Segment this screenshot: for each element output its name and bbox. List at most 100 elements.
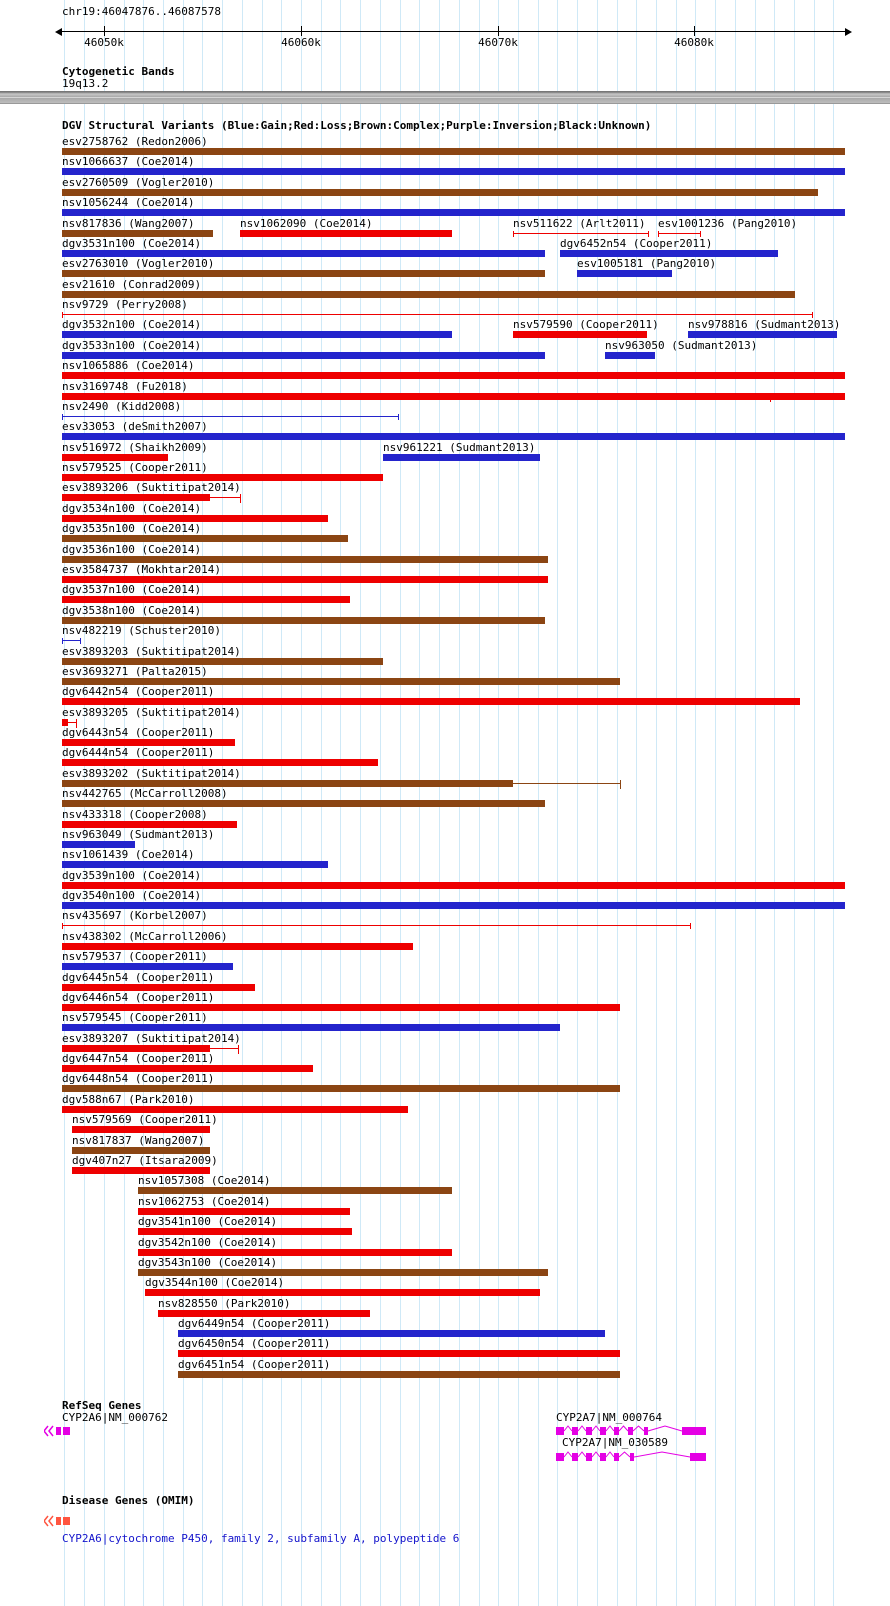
variant-bar[interactable] (62, 209, 845, 217)
variant-bar[interactable] (383, 453, 540, 461)
refseq-gene-glyph[interactable] (552, 1450, 710, 1464)
variant-bar[interactable] (62, 474, 383, 482)
variant-label: esv1005181 (Pang2010) (577, 257, 717, 271)
variant-bar[interactable] (560, 249, 778, 257)
variant-bar[interactable] (138, 1207, 350, 1215)
gridline-1kb (813, 0, 815, 1606)
variant-label: dgv3544n100 (Coe2014) (145, 1276, 285, 1290)
variant-bar[interactable] (513, 331, 647, 339)
refseq-gene-glyph[interactable] (44, 1424, 74, 1438)
variant-bar[interactable] (62, 392, 845, 400)
variant-bar[interactable] (62, 1085, 620, 1093)
variant-bar[interactable] (178, 1350, 620, 1358)
variant-bar[interactable] (688, 331, 837, 339)
variant-bar[interactable] (62, 820, 237, 828)
variant-bar[interactable] (62, 290, 795, 298)
variant-bar[interactable] (62, 514, 328, 522)
exon-box (586, 1453, 592, 1461)
variant-bar[interactable] (62, 800, 545, 808)
variant-bar[interactable] (72, 1126, 210, 1134)
variant-bar[interactable] (138, 1268, 548, 1276)
variant-bar[interactable] (62, 840, 135, 848)
variant-bar[interactable] (62, 535, 348, 543)
variant-bar[interactable] (62, 314, 812, 316)
variant-bar[interactable] (72, 1167, 210, 1174)
variant-bar[interactable] (62, 1105, 408, 1113)
variant-bar[interactable] (158, 1309, 370, 1317)
variant-bar[interactable] (138, 1228, 352, 1236)
refseq-gene-glyph[interactable] (552, 1424, 710, 1438)
variant-bar[interactable] (658, 232, 700, 234)
variant-bar[interactable] (62, 925, 690, 927)
variant-bar[interactable] (62, 1065, 313, 1073)
variant-bar[interactable] (577, 270, 672, 278)
variant-bar[interactable] (62, 1003, 620, 1011)
exon-box (556, 1453, 564, 1461)
variant-bar[interactable] (62, 331, 452, 339)
variant-bar[interactable] (62, 555, 548, 563)
variant-bar[interactable] (62, 739, 235, 747)
variant-label: esv3893202 (Suktitipat2014) (62, 766, 241, 780)
variant-label: dgv3539n100 (Coe2014) (62, 868, 202, 882)
variant-bar[interactable] (62, 188, 818, 196)
variant-label: nsv1061439 (Coe2014) (62, 848, 195, 862)
variant-label: dgv588n67 (Park2010) (62, 1092, 195, 1106)
variant-bar[interactable] (513, 232, 648, 234)
variant-bar[interactable] (62, 718, 68, 726)
variant-label: nsv9729 (Perry2008) (62, 298, 188, 312)
variant-bar[interactable] (62, 372, 845, 380)
gridline-1kb (636, 0, 638, 1606)
variant-bar[interactable] (62, 270, 545, 278)
variant-bar[interactable] (62, 433, 845, 441)
variant-bar[interactable] (62, 1044, 210, 1052)
variant-whisker-line (700, 395, 770, 397)
ruler-tick-label: 46050k (84, 36, 124, 49)
variant-bar[interactable] (138, 1187, 452, 1195)
variant-bar[interactable] (62, 698, 800, 706)
variant-bar[interactable] (62, 494, 210, 502)
variant-bar[interactable] (62, 351, 545, 359)
variant-bar[interactable] (62, 779, 513, 787)
variant-bar[interactable] (62, 1024, 560, 1032)
variant-bar[interactable] (62, 759, 378, 767)
variant-bar[interactable] (240, 229, 452, 237)
variant-bar[interactable] (62, 657, 383, 665)
variant-label: nsv1065886 (Coe2014) (62, 359, 195, 373)
variant-bar[interactable] (62, 596, 350, 604)
cytoband-bar[interactable] (0, 91, 890, 104)
variant-label: nsv817836 (Wang2007) (62, 216, 195, 230)
variant-label: dgv6451n54 (Cooper2011) (178, 1357, 331, 1371)
variant-bar[interactable] (62, 983, 255, 991)
variant-bar[interactable] (62, 942, 413, 950)
gridline-1kb (715, 0, 717, 1606)
variant-bar[interactable] (178, 1330, 605, 1338)
variant-bar[interactable] (72, 1146, 210, 1154)
variant-bar[interactable] (178, 1370, 620, 1378)
variant-label: nsv963050 (Sudmant2013) (605, 338, 758, 352)
variant-bar[interactable] (62, 881, 845, 889)
variant-bar[interactable] (62, 902, 845, 910)
variant-bar[interactable] (62, 861, 328, 869)
variant-bar[interactable] (62, 415, 398, 417)
variant-label: esv3693271 (Palta2015) (62, 664, 208, 678)
variant-bar[interactable] (62, 677, 620, 685)
omim-gene-link[interactable]: CYP2A6|cytochrome P450, family 2, subfam… (62, 1532, 460, 1545)
variant-bar[interactable] (62, 453, 168, 461)
variant-bar[interactable] (62, 616, 545, 624)
dgv-section-title: DGV Structural Variants (Blue:Gain;Red:L… (62, 119, 652, 132)
variant-bar[interactable] (62, 249, 545, 257)
omim-gene-glyph[interactable] (44, 1514, 74, 1528)
variant-bar[interactable] (62, 963, 233, 971)
variant-bar[interactable] (62, 640, 80, 642)
variant-bar[interactable] (62, 168, 845, 176)
variant-bar[interactable] (62, 148, 845, 155)
variant-bar[interactable] (605, 351, 655, 359)
exon-box (572, 1453, 578, 1461)
variant-bar[interactable] (62, 575, 548, 583)
variant-bar[interactable] (62, 229, 213, 237)
intron-hat (605, 1425, 615, 1432)
gridline-1kb (754, 0, 756, 1606)
variant-bar[interactable] (138, 1248, 452, 1256)
variant-bar[interactable] (145, 1289, 540, 1297)
